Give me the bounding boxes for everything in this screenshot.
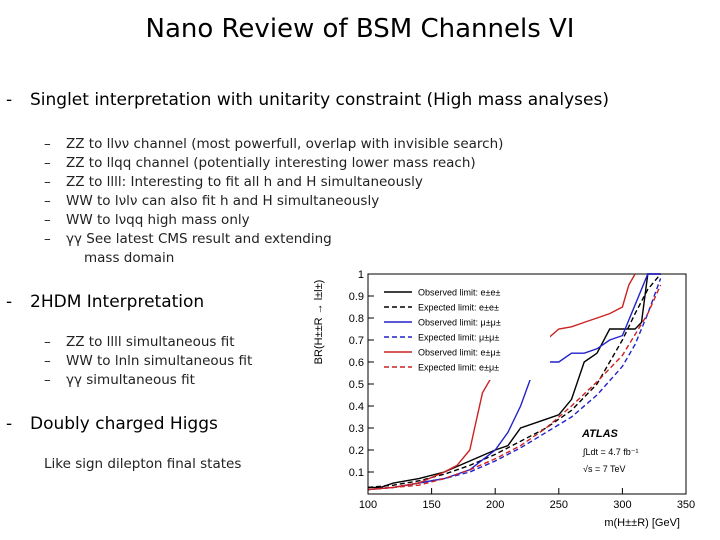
x-tick-label: 200 (486, 499, 504, 511)
x-tick-label: 100 (359, 499, 377, 511)
lumi-label: ∫Ldt = 4.7 fb⁻¹ (582, 447, 639, 457)
bullet-marker: - (6, 292, 13, 312)
sub-item: – WW to lνlν can also fit h and H simulta… (44, 193, 380, 209)
bullet-doubly-charged: - Doubly charged Higgs (6, 414, 218, 434)
bullet-marker: - (6, 90, 13, 110)
sub-item: – WW to lνqq high mass only (44, 212, 250, 228)
bullet-singlet: - Singlet interpretation with unitarity c… (6, 90, 609, 110)
x-tick-label: 150 (422, 499, 440, 511)
legend-box (380, 282, 550, 380)
x-tick-label: 250 (550, 499, 568, 511)
y-tick-label: 0.1 (349, 467, 364, 479)
x-axis-label: m(H±±R) [GeV] (604, 517, 680, 529)
legend-entry: Observed limit: e±e± (418, 288, 500, 298)
bullet-singlet-text: Singlet interpretation with unitarity co… (30, 90, 609, 110)
y-tick-label: 0.8 (349, 313, 364, 325)
bullet-marker: - (6, 414, 13, 434)
sub-item: – γγ simultaneous fit (44, 372, 195, 388)
legend-entry: Observed limit: e±μ± (418, 348, 501, 358)
slide-title: Nano Review of BSM Channels VI (145, 14, 575, 44)
legend-entry: Expected limit: e±μ± (418, 363, 499, 373)
sub-item-continuation: mass domain (84, 250, 175, 266)
x-tick-label: 350 (677, 499, 695, 511)
sub-item: – WW to lnln simultaneous fit (44, 353, 253, 369)
series-line (367, 278, 662, 491)
sub-item: – ZZ to llll: Interesting to fit all h an… (44, 174, 423, 190)
legend: Observed limit: e±e± Expected limit: e±e±… (380, 282, 550, 380)
bullet-doubly-charged-text: Doubly charged Higgs (30, 414, 218, 434)
legend-entry: Expected limit: e±e± (418, 303, 499, 313)
sub-item: – ZZ to llνν channel (most powerfull, ove… (44, 136, 504, 152)
series-line (367, 284, 662, 491)
y-tick-label: 0.7 (349, 335, 364, 347)
y-tick-label: 0.5 (349, 379, 364, 391)
x-tick-label: 300 (613, 499, 631, 511)
y-tick-label: 0.2 (349, 445, 364, 457)
y-tick-label: 0.6 (349, 357, 364, 369)
y-axis-label: BR(H±±R → l±l±) (313, 280, 325, 365)
section-text: Like sign dilepton final states (44, 456, 242, 472)
sub-item: – ZZ to llqq channel (potentially interes… (44, 155, 476, 171)
legend-entry: Observed limit: μ±μ± (418, 318, 501, 328)
sub-item: – ZZ to llll simultaneous fit (44, 334, 235, 350)
energy-label: √s = 7 TeV (583, 464, 626, 474)
bullet-2hdm: -2HDM Interpretation (6, 292, 204, 312)
sub-item: – γγ See latest CMS result and extending (44, 231, 332, 247)
y-tick-label: 1 (358, 269, 364, 281)
y-tick-label: 0.9 (349, 291, 364, 303)
y-tick-label: 0.4 (349, 401, 364, 413)
limit-plot: 100 150 200 250 300 350 0.1 0.2 0.3 0.4 0.5 0.6 0.7 0… (313, 269, 695, 529)
y-tick-label: 0.3 (349, 423, 364, 435)
series-line (368, 273, 661, 489)
atlas-label: ATLAS (581, 428, 619, 440)
bullet-2hdm-text: 2HDM Interpretation (30, 292, 205, 312)
ticks: 100 150 200 250 300 350 0.1 0.2 0.3 0.4 0.5 0.6 0.7 0… (349, 269, 695, 511)
legend-entry: Expected limit: μ±μ± (418, 333, 499, 343)
